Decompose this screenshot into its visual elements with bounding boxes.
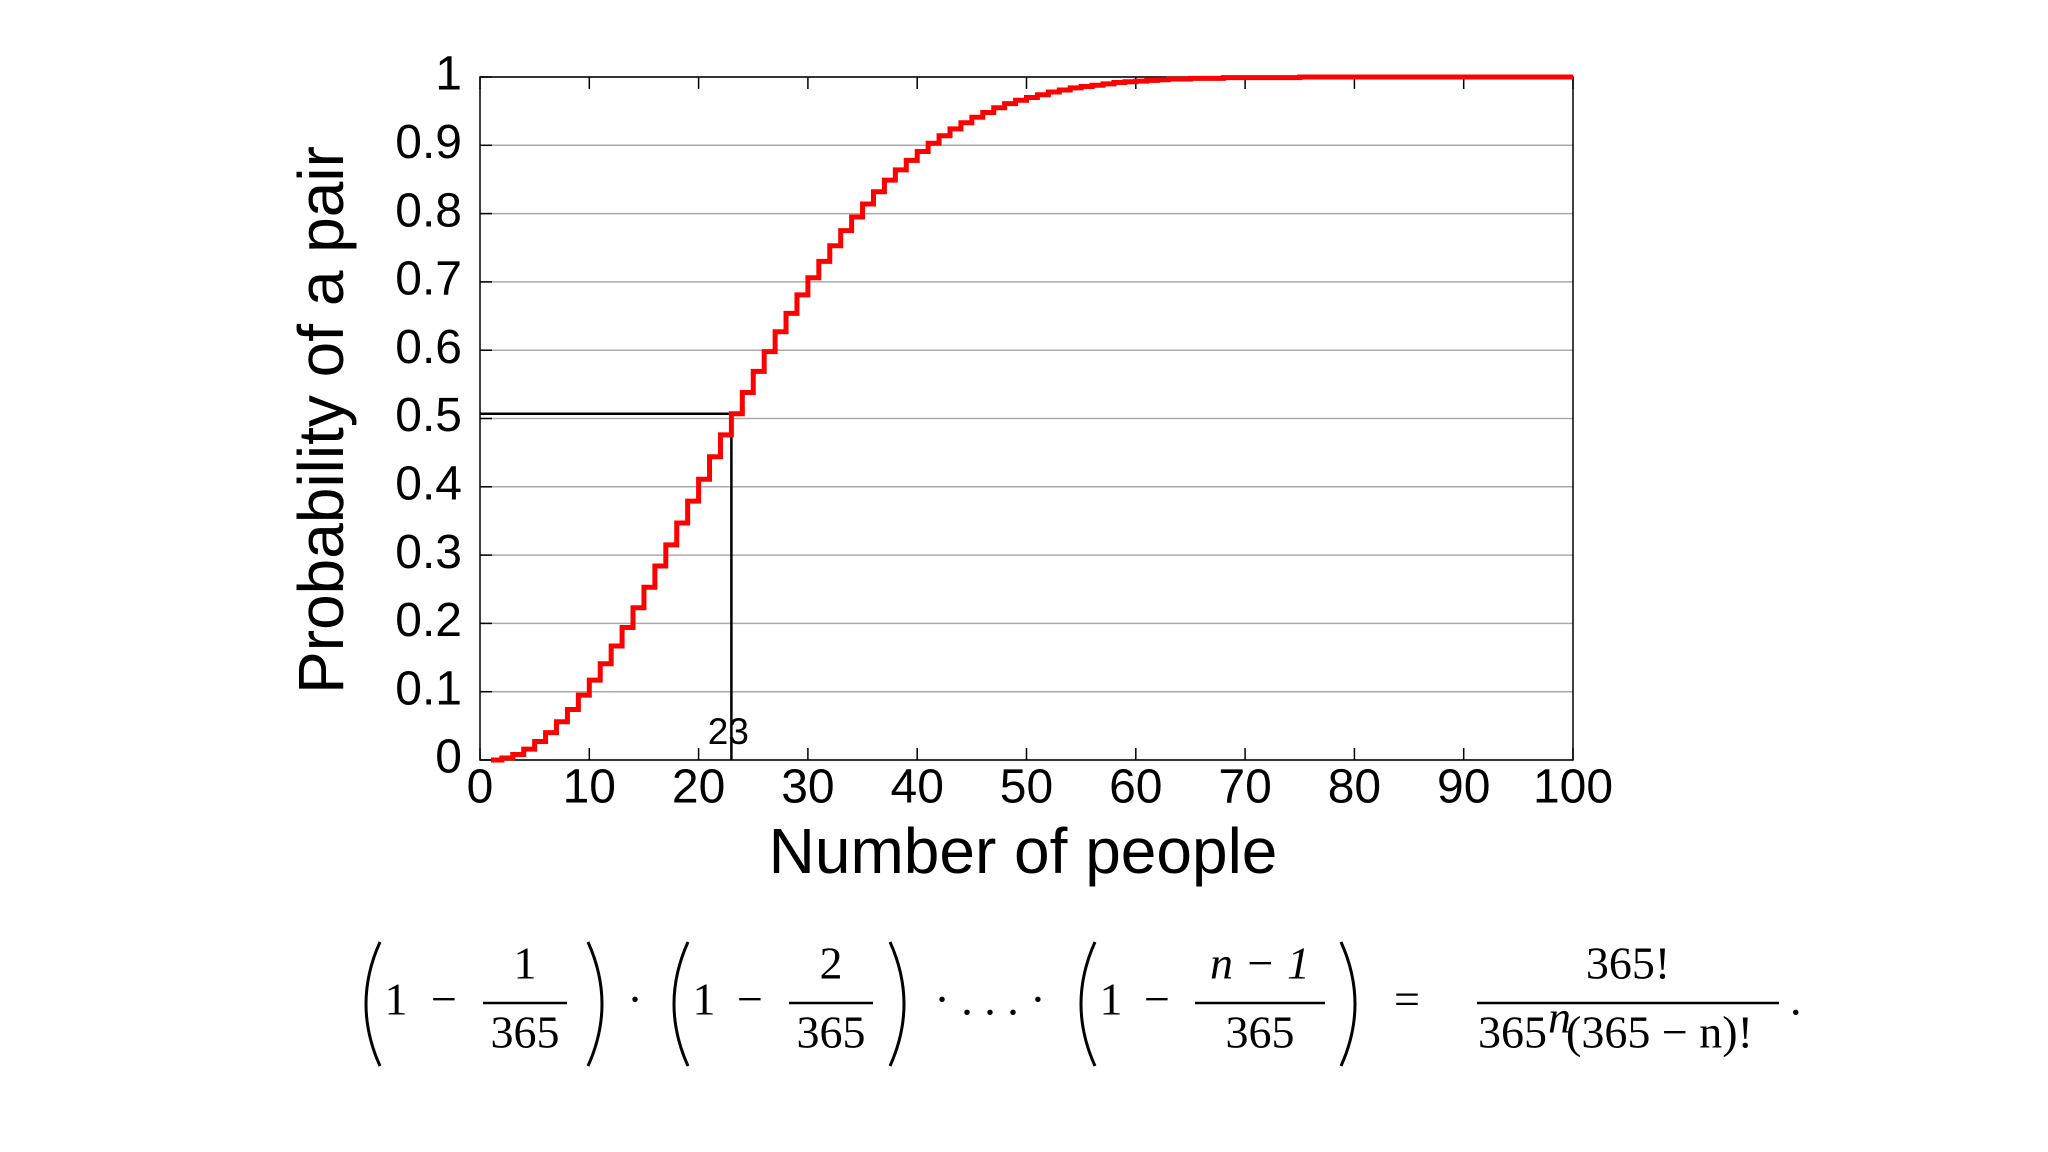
math-text: (365 − n)! [1566, 1007, 1753, 1058]
math-text: 1 [514, 938, 537, 989]
x-tick-label: 10 [563, 761, 616, 814]
math-text: n [1548, 992, 1571, 1043]
formula-text: 1 − 1 365 · 1 − 2 365 · . . . · 1 − n − … [385, 938, 1802, 1058]
math-text: 365 [1226, 1007, 1295, 1058]
x-tick-label: 70 [1218, 761, 1271, 814]
annotation-label: 23 [708, 711, 749, 752]
math-text: − [1144, 974, 1170, 1025]
x-tick-label: 50 [1000, 761, 1053, 814]
math-text: 365! [1586, 938, 1670, 989]
paren [586, 941, 604, 1067]
y-tick-label: 1 [435, 48, 462, 101]
y-tick-label: 0.2 [395, 594, 462, 647]
x-tick-label: 20 [672, 761, 725, 814]
paren [672, 941, 690, 1067]
y-tick-label: 0.6 [395, 321, 462, 374]
y-tick-label: 0.5 [395, 389, 462, 442]
y-tick-label: 0.4 [395, 457, 462, 510]
math-text: 365 [491, 1007, 560, 1058]
math-text: = [1394, 974, 1420, 1025]
x-axis-label: Number of people [769, 815, 1278, 887]
math-text: n − 1 [1210, 938, 1310, 989]
math-text: · . . . · [934, 974, 1045, 1025]
paren [364, 941, 382, 1067]
y-axis-label: Probability of a pair [285, 146, 357, 694]
math-text: 1 [693, 974, 716, 1025]
step-line [490, 74, 1573, 763]
plot-frame [479, 76, 1574, 761]
x-tick-label: 0 [467, 761, 494, 814]
paren [888, 941, 906, 1067]
y-tick-label: 0.9 [395, 116, 462, 169]
x-tick-label: 30 [781, 761, 834, 814]
y-tick-label: 0.1 [395, 662, 462, 715]
math-text: 2 [820, 938, 843, 989]
paren [1079, 941, 1097, 1067]
y-tick-label: 0.7 [395, 253, 462, 306]
math-text: 365 [1478, 1007, 1547, 1058]
math-text: · [627, 974, 642, 1025]
x-tick-label: 100 [1533, 761, 1613, 814]
y-tick-label: 0.3 [395, 526, 462, 579]
math-text: − [737, 974, 763, 1025]
x-tick-label: 90 [1437, 761, 1490, 814]
x-tick-label: 40 [891, 761, 944, 814]
math-text: . [1790, 974, 1802, 1025]
y-tick-label: 0.8 [395, 184, 462, 237]
math-text: 1 [1100, 974, 1123, 1025]
paren [1339, 941, 1357, 1067]
x-tick-label: 80 [1328, 761, 1381, 814]
math-text: 365 [797, 1007, 866, 1058]
x-tick-label: 60 [1109, 761, 1162, 814]
formula [364, 941, 1779, 1067]
y-tick-label: 0 [435, 731, 462, 784]
math-text: 1 [385, 974, 408, 1025]
math-text: − [431, 974, 457, 1025]
